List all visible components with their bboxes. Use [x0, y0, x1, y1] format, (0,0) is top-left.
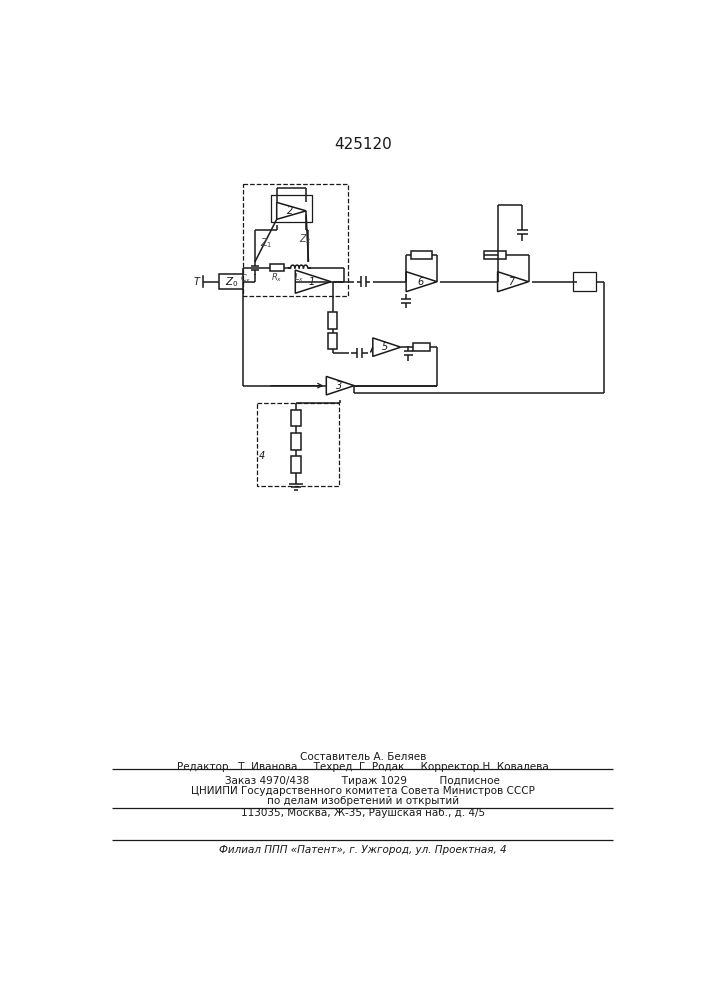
Text: ЦНИИПИ Государственного комитета Совета Министров СССР: ЦНИИПИ Государственного комитета Совета …: [191, 786, 534, 796]
Bar: [219, 274, 244, 289]
Bar: [291, 410, 300, 426]
Text: $C_x$: $C_x$: [240, 272, 251, 285]
Text: Филиал ППП «Патент», г. Ужгород, ул. Проектная, 4: Филиал ППП «Патент», г. Ужгород, ул. Про…: [219, 845, 506, 855]
Polygon shape: [276, 202, 306, 219]
Polygon shape: [296, 270, 331, 293]
Text: Заказ 4970/438          Тираж 1029          Подписное: Заказ 4970/438 Тираж 1029 Подписное: [226, 776, 500, 786]
Bar: [243, 184, 348, 296]
Text: по делам изобретений и открытий: по делам изобретений и открытий: [267, 796, 459, 806]
Text: $Z_2$: $Z_2$: [299, 232, 312, 246]
Bar: [328, 333, 337, 349]
Text: 5: 5: [382, 342, 388, 352]
Bar: [257, 403, 339, 486]
Bar: [411, 251, 433, 259]
Text: $Z_0$: $Z_0$: [225, 275, 238, 289]
Bar: [270, 264, 284, 271]
Bar: [413, 343, 430, 351]
Polygon shape: [327, 376, 354, 395]
Text: $Z_1$: $Z_1$: [260, 236, 273, 250]
Text: 4: 4: [259, 451, 265, 461]
Text: 7: 7: [508, 277, 515, 287]
Polygon shape: [498, 272, 529, 292]
Text: Составитель А. Беляев: Составитель А. Беляев: [300, 752, 426, 762]
Bar: [271, 195, 312, 222]
Text: $R_x$: $R_x$: [271, 272, 282, 284]
Bar: [484, 251, 506, 259]
Text: T: T: [193, 277, 199, 287]
Bar: [328, 312, 337, 329]
Polygon shape: [406, 272, 437, 292]
Text: 425120: 425120: [334, 137, 392, 152]
Text: $L_x$: $L_x$: [294, 272, 304, 284]
Bar: [573, 272, 596, 291]
Text: 2: 2: [287, 206, 293, 216]
Text: 1: 1: [308, 277, 315, 287]
Text: 3: 3: [336, 381, 341, 391]
Text: 113035, Москва, Ж-35, Раушская наб., д. 4/5: 113035, Москва, Ж-35, Раушская наб., д. …: [240, 808, 485, 818]
Polygon shape: [373, 338, 401, 356]
Text: 6: 6: [417, 277, 423, 287]
Bar: [291, 456, 300, 473]
Bar: [291, 433, 300, 450]
Text: Редактор   Т. Иванова     Техред  Г. Родак     Корректор Н. Ковалева: Редактор Т. Иванова Техред Г. Родак Корр…: [177, 762, 549, 772]
